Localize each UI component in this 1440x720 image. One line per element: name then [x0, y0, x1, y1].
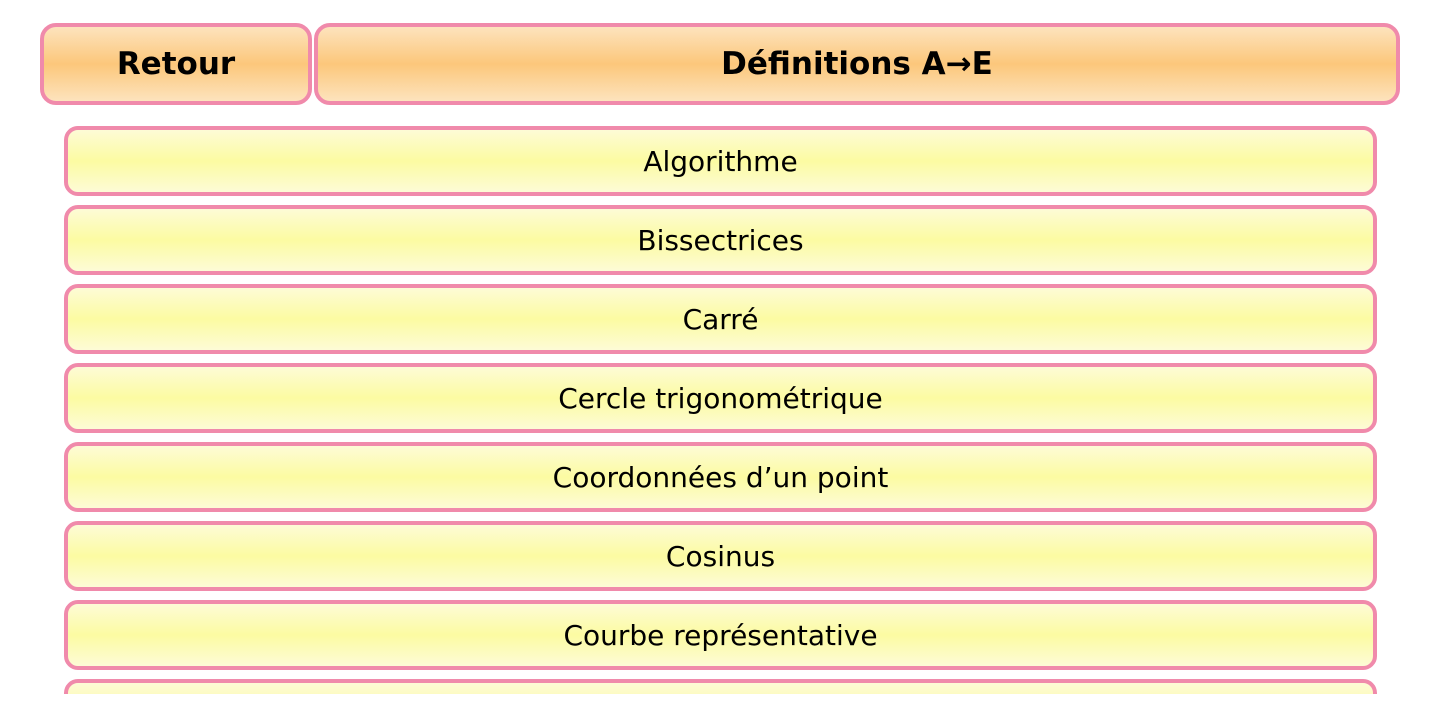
- list-item-coordonnees[interactable]: Coordonnées d’un point: [64, 442, 1377, 512]
- list-item-label: Coordonnées d’un point: [552, 460, 889, 494]
- list-item-label: Cercle trigonométrique: [558, 381, 883, 415]
- page-title: Définitions A→E: [314, 23, 1400, 105]
- list-item-label: Algorithme: [643, 144, 798, 178]
- list-item-label: Bissectrices: [637, 223, 804, 257]
- definitions-list[interactable]: Algorithme Bissectrices Carré Cercle tri…: [64, 126, 1377, 694]
- back-button[interactable]: Retour: [40, 23, 312, 105]
- list-item-cercle-trigonometrique[interactable]: Cercle trigonométrique: [64, 363, 1377, 433]
- list-item-carre[interactable]: Carré: [64, 284, 1377, 354]
- list-item-bissectrices[interactable]: Bissectrices: [64, 205, 1377, 275]
- list-item-cosinus[interactable]: Cosinus: [64, 521, 1377, 591]
- list-item-partial[interactable]: [64, 679, 1377, 694]
- list-item-label: Cosinus: [665, 539, 776, 573]
- back-label: Retour: [116, 46, 236, 82]
- list-item-label: Courbe représentative: [563, 618, 878, 652]
- list-item-courbe-representative[interactable]: Courbe représentative: [64, 600, 1377, 670]
- list-item-label: Carré: [682, 302, 759, 336]
- list-item-algorithme[interactable]: Algorithme: [64, 126, 1377, 196]
- page-title-text: Définitions A→E: [721, 46, 993, 82]
